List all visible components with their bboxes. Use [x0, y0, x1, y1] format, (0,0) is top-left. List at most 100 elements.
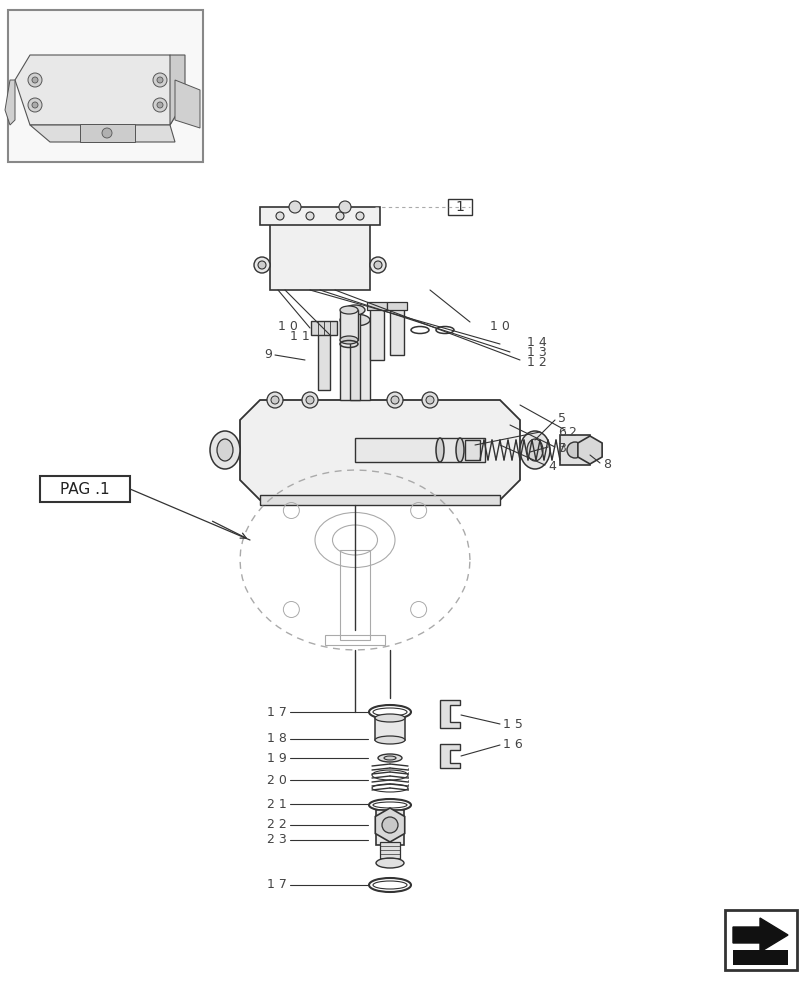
Polygon shape	[375, 808, 404, 842]
Text: 1 7: 1 7	[267, 706, 286, 718]
Bar	[350, 310, 359, 400]
Polygon shape	[15, 55, 185, 125]
Text: 1 9: 1 9	[267, 752, 286, 764]
Text: 1 5: 1 5	[502, 717, 522, 730]
Circle shape	[566, 442, 582, 458]
Bar	[387, 302, 406, 310]
Text: 2: 2	[568, 426, 575, 438]
Text: 1 0: 1 0	[489, 320, 509, 332]
Ellipse shape	[375, 858, 404, 868]
Circle shape	[157, 77, 163, 83]
Polygon shape	[5, 80, 15, 125]
Circle shape	[276, 212, 284, 220]
Circle shape	[32, 77, 38, 83]
Circle shape	[152, 73, 167, 87]
Ellipse shape	[217, 439, 233, 461]
Circle shape	[387, 392, 402, 408]
Circle shape	[302, 392, 318, 408]
Bar	[375, 718, 405, 740]
Text: 7: 7	[557, 442, 565, 454]
Text: 1 8: 1 8	[267, 732, 286, 745]
Circle shape	[152, 98, 167, 112]
Circle shape	[267, 392, 283, 408]
Text: 6: 6	[557, 426, 565, 440]
Bar	[560, 435, 590, 465]
Circle shape	[355, 212, 363, 220]
Polygon shape	[440, 744, 460, 768]
Text: 2 1: 2 1	[267, 797, 286, 810]
Circle shape	[374, 261, 381, 269]
Bar	[465, 440, 479, 460]
Bar	[367, 302, 387, 310]
Bar	[8, 10, 203, 162]
Bar	[371, 762, 407, 788]
Text: 4: 4	[547, 460, 556, 474]
Circle shape	[102, 128, 112, 138]
Text: 1 6: 1 6	[502, 738, 522, 752]
Circle shape	[289, 201, 301, 213]
Bar	[370, 305, 384, 360]
Bar	[318, 330, 329, 390]
Ellipse shape	[378, 754, 401, 762]
Bar	[732, 950, 787, 965]
Text: 2 0: 2 0	[267, 774, 286, 786]
Text: 3: 3	[557, 442, 565, 456]
Ellipse shape	[340, 306, 358, 314]
Circle shape	[338, 201, 350, 213]
Text: 1 4: 1 4	[526, 336, 546, 350]
Polygon shape	[732, 918, 787, 952]
Ellipse shape	[384, 756, 396, 760]
Polygon shape	[440, 700, 460, 728]
Bar	[380, 842, 400, 860]
Polygon shape	[30, 125, 175, 142]
Circle shape	[28, 73, 42, 87]
Text: 1 3: 1 3	[526, 346, 546, 359]
Bar	[340, 310, 358, 340]
Bar	[260, 207, 380, 225]
Text: PAG .1: PAG .1	[60, 482, 109, 496]
Text: 1 0: 1 0	[278, 320, 298, 332]
Text: 1 2: 1 2	[526, 357, 546, 369]
Ellipse shape	[375, 736, 405, 744]
Circle shape	[28, 98, 42, 112]
Bar	[260, 495, 500, 505]
Ellipse shape	[456, 438, 463, 462]
Text: 8: 8	[603, 458, 610, 472]
Text: 1 7: 1 7	[267, 878, 286, 892]
Bar	[375, 810, 404, 845]
Text: 5: 5	[557, 412, 565, 424]
Circle shape	[422, 392, 437, 408]
Circle shape	[306, 212, 314, 220]
Ellipse shape	[340, 336, 358, 344]
Circle shape	[258, 261, 266, 269]
Bar	[80, 124, 135, 142]
Circle shape	[391, 396, 398, 404]
Ellipse shape	[526, 439, 543, 461]
Circle shape	[254, 257, 270, 273]
Bar	[724, 910, 796, 970]
Bar	[40, 476, 130, 502]
Ellipse shape	[345, 305, 365, 315]
Text: 1: 1	[455, 200, 464, 214]
Bar	[340, 320, 370, 400]
Ellipse shape	[340, 314, 370, 326]
Bar	[389, 305, 404, 355]
Circle shape	[157, 102, 163, 108]
Ellipse shape	[436, 438, 444, 462]
Circle shape	[336, 212, 344, 220]
Bar	[340, 550, 370, 640]
Circle shape	[426, 396, 433, 404]
Bar	[311, 321, 337, 335]
Polygon shape	[175, 80, 200, 128]
Ellipse shape	[519, 431, 549, 469]
Text: 1 1: 1 1	[290, 330, 310, 344]
Bar	[270, 220, 370, 290]
Circle shape	[370, 257, 385, 273]
Bar	[324, 635, 384, 645]
Bar	[354, 438, 484, 462]
Text: 2 2: 2 2	[267, 818, 286, 831]
Polygon shape	[169, 55, 185, 125]
Circle shape	[271, 396, 279, 404]
Text: 9: 9	[264, 349, 272, 361]
Ellipse shape	[210, 431, 240, 469]
